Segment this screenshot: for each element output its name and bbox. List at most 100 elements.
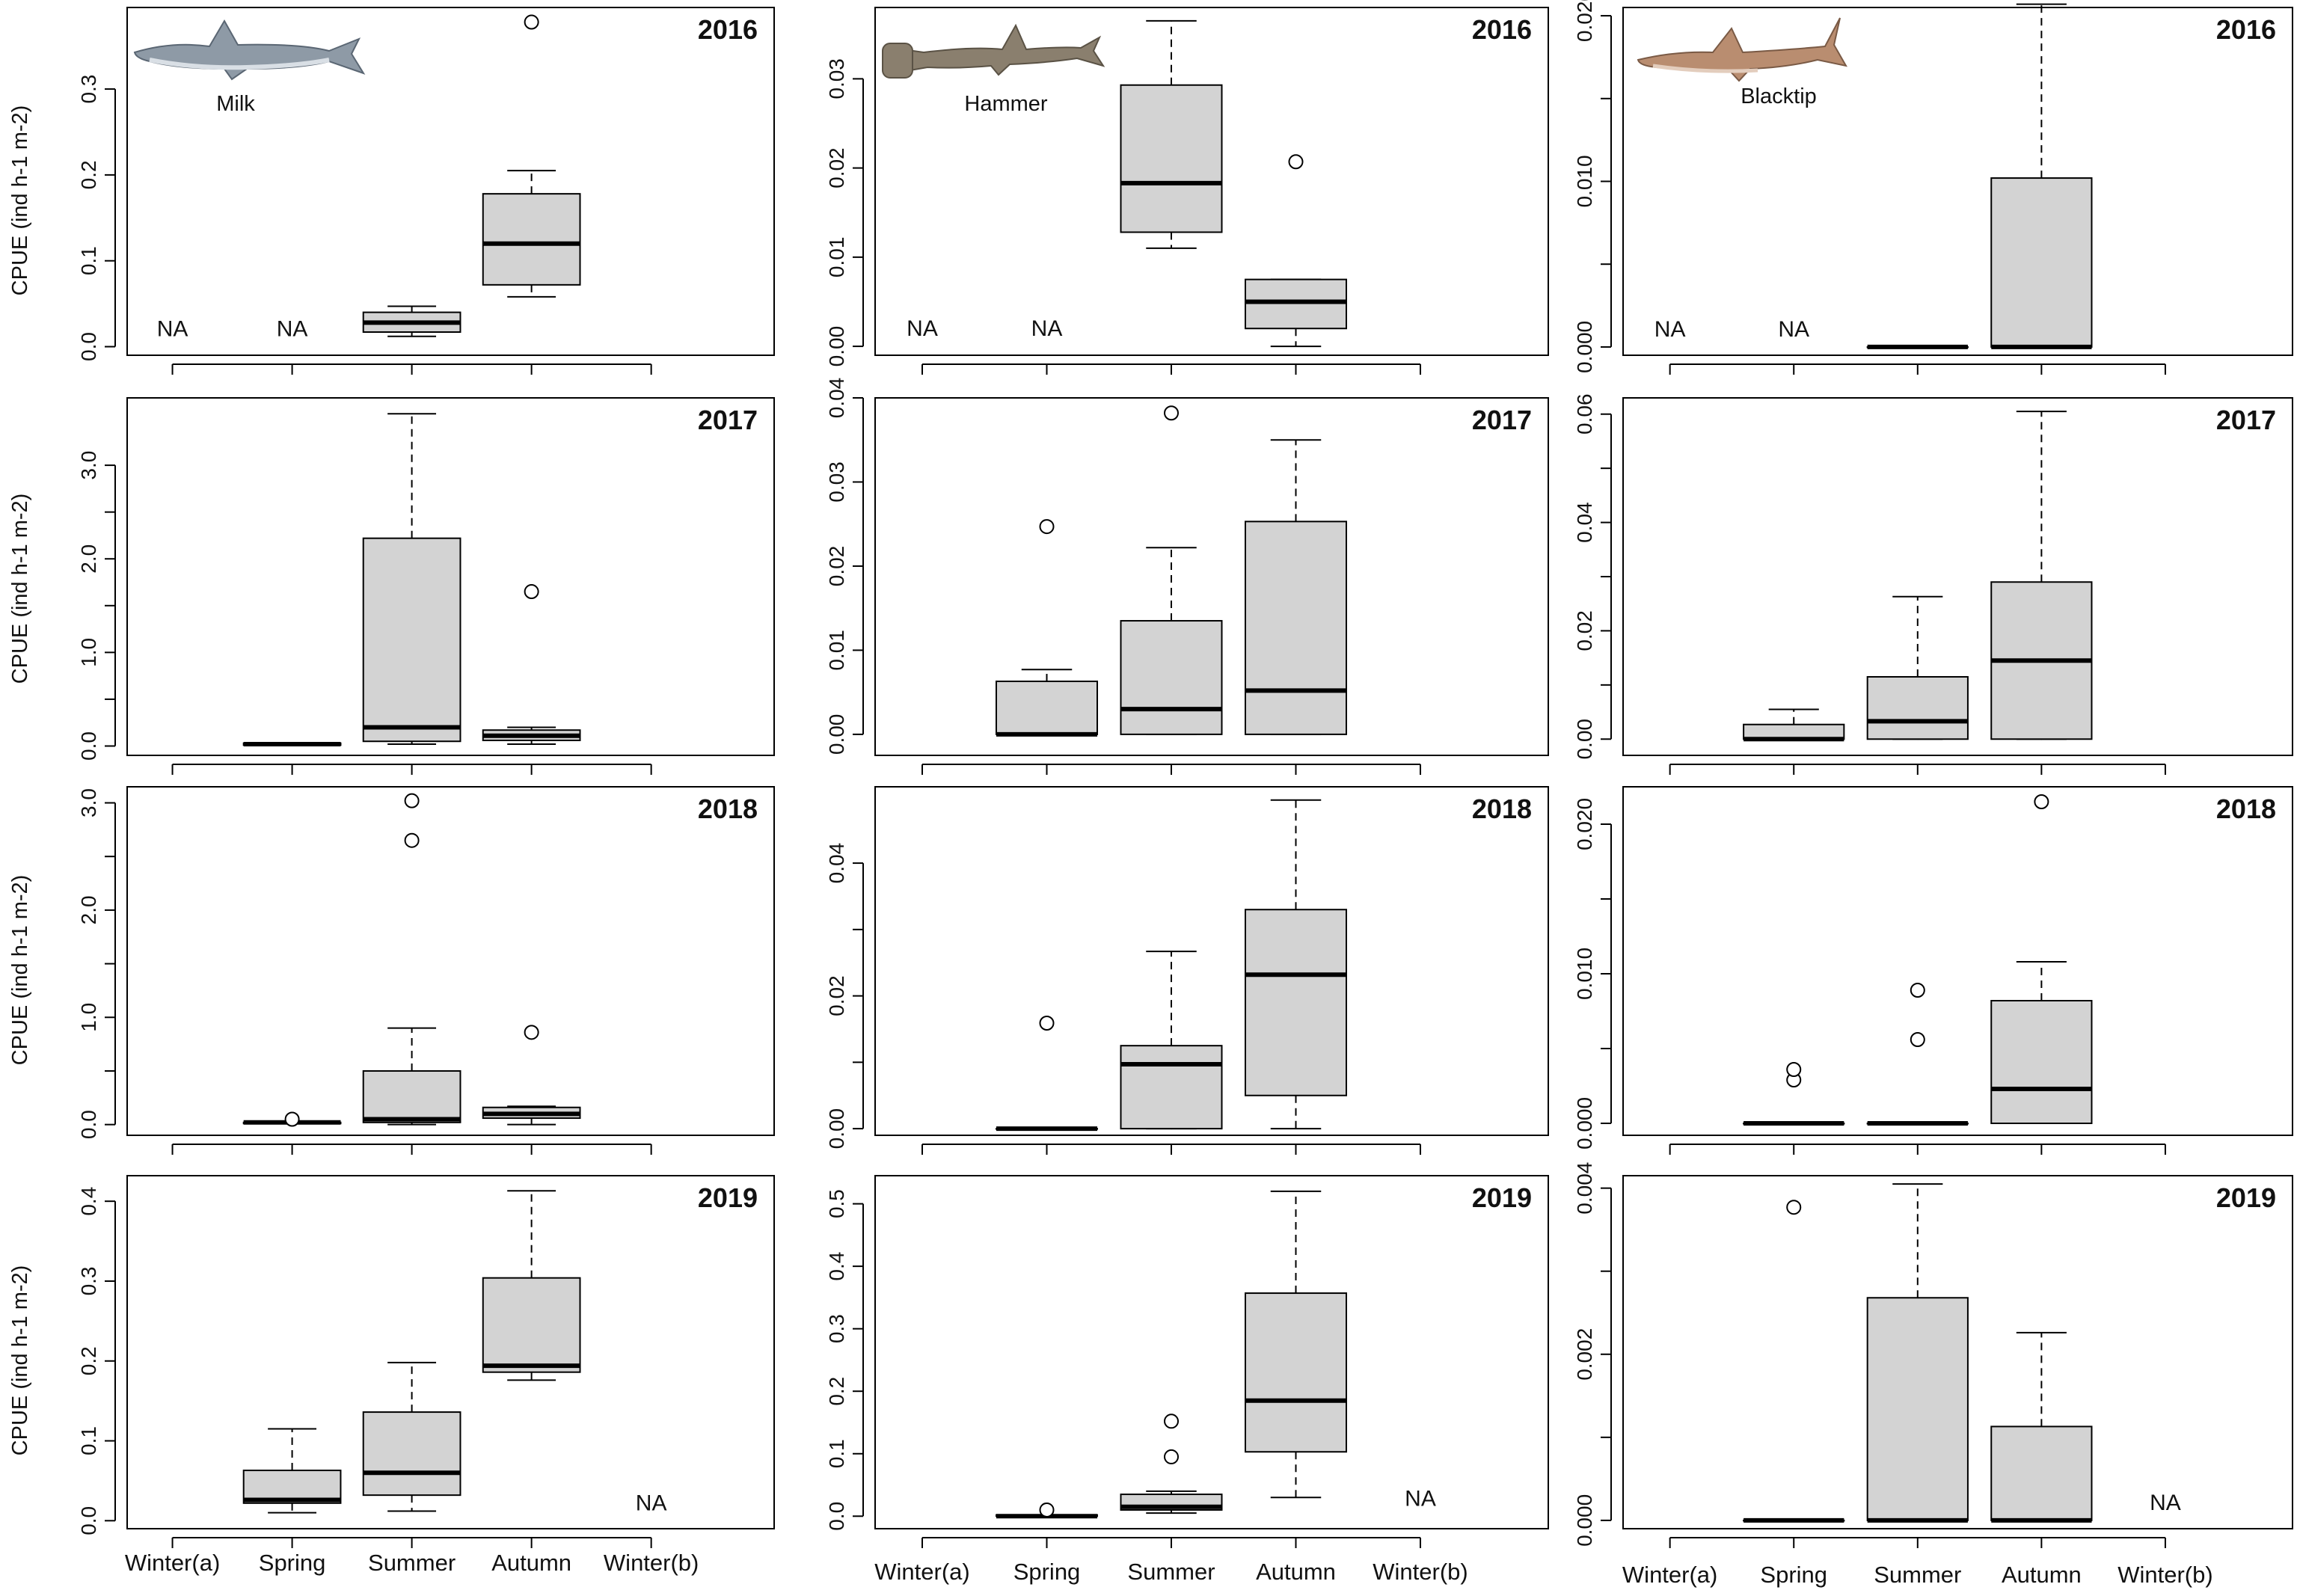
blacktip-shark-icon: Blacktip <box>1637 17 1847 108</box>
plot-frame <box>126 397 775 756</box>
panel-blacktip-2018: 2018 0.000 0.010 0.020 <box>1573 786 2293 1155</box>
plot-frame <box>874 1175 1549 1529</box>
y-tick-label: 0.0 <box>77 731 100 761</box>
plot-frame <box>126 7 775 356</box>
plot-frame <box>1622 397 2293 756</box>
iqr-box <box>1120 1045 1223 1130</box>
iqr-box <box>482 193 581 286</box>
plot-frame <box>126 786 775 1136</box>
box-summer <box>362 793 461 1126</box>
y-tick-label: 0.004 <box>1573 1162 1596 1215</box>
outlier-point <box>1039 519 1055 535</box>
y-tick-label: 0.00 <box>825 714 848 755</box>
x-tick-label: Autumn <box>1256 1559 1336 1585</box>
na-label: NA <box>277 317 308 342</box>
year-label: 2019 <box>1472 1182 1532 1213</box>
outlier-point <box>1164 1449 1179 1464</box>
x-tick-label: Autumn <box>491 1550 571 1576</box>
box-autumn <box>482 1190 581 1381</box>
y-tick-label: 0.02 <box>825 546 848 587</box>
panel-milk-2016: 2016 0.0 0.1 0.2 0.3 NA NA <box>77 7 775 375</box>
panel-blacktip-2016: 2016 0.000 0.010 0.020 NA NA <box>1573 0 2293 375</box>
y-tick-label: 0.06 <box>1573 393 1596 435</box>
outlier-point <box>1910 1032 1925 1047</box>
box-autumn <box>1245 439 1347 735</box>
hammerhead-shark-icon: Hammer <box>882 23 1105 116</box>
panel-hammer-2018: 2018 0.00 0.02 0.04 <box>825 786 1549 1155</box>
iqr-box <box>482 1277 581 1373</box>
na-label: NA <box>636 1491 667 1515</box>
x-tick-label: Summer <box>1127 1559 1215 1585</box>
y-tick-label: 0.020 <box>1573 0 1596 42</box>
na-label: NA <box>1778 317 1809 342</box>
outlier-point <box>1164 405 1179 421</box>
iqr-box <box>1990 1425 2093 1521</box>
outlier-point <box>1786 1200 1802 1215</box>
panel-milk-2018: 2018 0.0 1.0 2.0 3.0 <box>77 786 775 1155</box>
y-tick-label: 0.04 <box>825 378 848 419</box>
panel-milk-2019: 2019 0.0 0.1 0.2 0.3 0.4 Winter(a) Spring Summer… <box>77 1175 775 1576</box>
box-summer <box>1866 344 1969 349</box>
box-autumn <box>1245 1190 1347 1499</box>
panel-milk-2017: 2017 0.0 1.0 2.0 3.0 <box>77 397 775 775</box>
plot-frame <box>874 786 1549 1136</box>
box-autumn <box>482 584 581 745</box>
iqr-box <box>242 1470 342 1504</box>
iqr-box <box>1990 1000 2093 1124</box>
na-label: NA <box>1031 316 1063 341</box>
y-tick-label: 0.03 <box>825 461 848 503</box>
y-tick-label: 1.0 <box>77 638 100 667</box>
iqr-box <box>1866 1297 1969 1521</box>
y-tick-label: 0.04 <box>825 843 848 884</box>
na-label: NA <box>1654 317 1686 342</box>
y-tick-label: 0.0 <box>77 1110 100 1139</box>
x-tick-label: Autumn <box>2002 1562 2082 1588</box>
iqr-box <box>1245 909 1347 1096</box>
y-tick-label: 0.1 <box>825 1439 848 1468</box>
box-summer <box>1866 595 1969 740</box>
x-tick-label: Spring <box>259 1550 326 1576</box>
y-tick-label: 0.2 <box>77 160 100 189</box>
y-tick-label: 0.0 <box>77 332 100 361</box>
y-tick-label: 2.0 <box>77 544 100 574</box>
plot-frame <box>874 397 1549 756</box>
iqr-box <box>996 681 1098 735</box>
y-tick-label: 0.04 <box>1573 502 1596 543</box>
na-label: NA <box>907 316 938 341</box>
na-label: NA <box>1405 1486 1436 1511</box>
x-tick-label: Winter(a) <box>125 1550 220 1576</box>
year-label: 2017 <box>1472 405 1532 435</box>
outlier-point <box>404 832 420 848</box>
y-tick-label: 0.3 <box>825 1314 848 1343</box>
y-tick-label: 0.2 <box>77 1346 100 1375</box>
y-tick-label: 0.000 <box>1573 321 1596 373</box>
na-label: NA <box>157 317 188 342</box>
year-label: 2017 <box>2216 405 2276 435</box>
x-tick-label: Winter(a) <box>874 1559 969 1585</box>
plot-frame <box>126 1175 775 1529</box>
iqr-box <box>1245 521 1347 735</box>
box-autumn <box>482 14 581 298</box>
x-tick-label: Spring <box>1760 1562 1827 1588</box>
outlier-point <box>284 1111 300 1127</box>
plot-frame <box>1622 7 2293 356</box>
year-label: 2018 <box>2216 794 2276 824</box>
year-label: 2018 <box>1472 794 1532 824</box>
panel-blacktip-2017: 2017 0.00 0.02 0.04 0.06 <box>1573 393 2293 775</box>
box-summer <box>1866 1183 1969 1523</box>
year-label: 2019 <box>698 1182 758 1213</box>
y-tick-label: 0.010 <box>1573 948 1596 1000</box>
y-tick-label: 0.00 <box>825 326 848 367</box>
iqr-box <box>362 1411 461 1497</box>
y-tick-label: 0.02 <box>825 975 848 1016</box>
y-tick-label: 0.3 <box>77 1266 100 1295</box>
x-tick-label: Winter(b) <box>1373 1559 1468 1585</box>
box-spring <box>242 1428 342 1514</box>
outlier-point <box>1288 154 1304 170</box>
box-spring <box>996 1502 1098 1519</box>
y-tick-label: 1.0 <box>77 1003 100 1032</box>
na-label: NA <box>2150 1491 2181 1515</box>
plot-frame <box>1622 786 2293 1136</box>
iqr-box <box>1245 1292 1347 1453</box>
